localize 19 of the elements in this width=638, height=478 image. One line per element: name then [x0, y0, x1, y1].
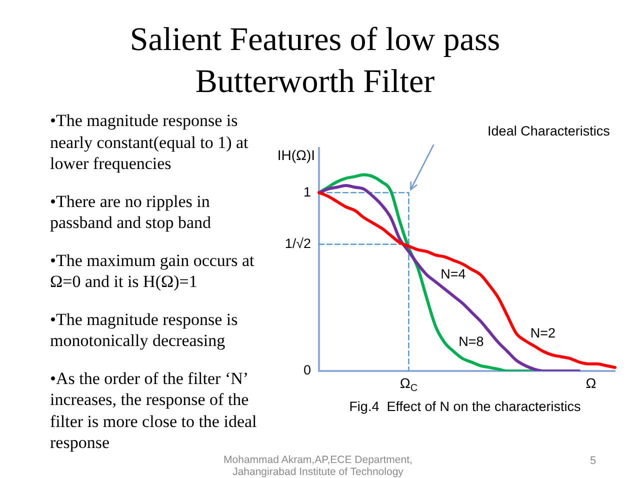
text: Mohammad Akram,AP,ECE Department, Jahangirabad Institute of Technology [222, 454, 414, 478]
text: •The maximum gain occurs at Ω=0 and it is H(Ω)=1 [50, 250, 256, 292]
x-axis-title: Ω [586, 374, 596, 391]
text: •There are no ripples in passband and stop band [50, 190, 212, 234]
caption: Fig.4 Effect of N on the characteristics [348, 399, 582, 414]
line-series [318, 191, 616, 369]
text: •As the order of the filter ‘N’ increases, the response of the filter is more close to the ideal response [50, 368, 258, 454]
series-label: N=2 [530, 325, 556, 340]
text: Ideal Characteristics [488, 123, 610, 138]
text: 5 [588, 455, 598, 467]
series-label: N=8 [458, 334, 484, 350]
y-tick-label: 0 [303, 362, 311, 378]
y-tick-label: 1/√2 [284, 236, 311, 252]
y-tick-label: 1 [303, 184, 311, 200]
text: •The magnitude response is nearly constant(equal to 1) at lower frequencies [50, 110, 250, 174]
series-label: N=4 [440, 266, 466, 282]
text: •The magnitude response is monotonically decreasing [50, 308, 239, 352]
y-axis-title: IH(Ω)I [277, 146, 316, 163]
chart-title: Salient Features of low pass Butterworth Filter [128, 21, 502, 102]
